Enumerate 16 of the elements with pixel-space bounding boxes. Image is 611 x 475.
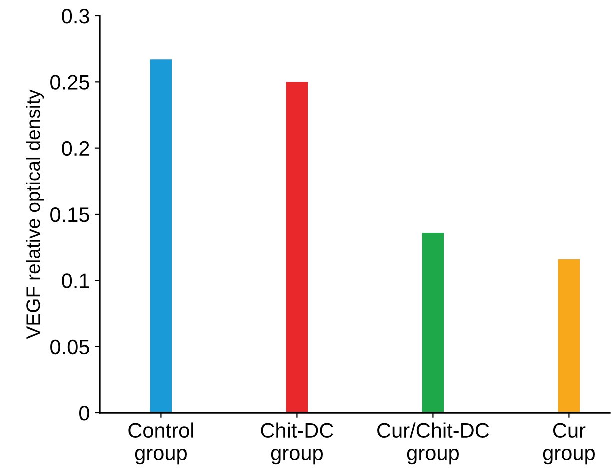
y-tick-label: 0.15 (50, 208, 90, 222)
x-tick-label: Cur group (543, 423, 595, 465)
y-tick-label: 0.3 (62, 9, 90, 24)
bar (286, 82, 308, 413)
y-tick-label: 0.25 (50, 75, 90, 90)
y-tick-label: 0.1 (62, 274, 90, 288)
x-tick-label: Control group (128, 422, 194, 465)
bar (422, 233, 444, 413)
y-tick-label: 0.2 (62, 141, 90, 156)
x-tick-label: Chit-DC group (261, 422, 334, 465)
y-axis-title: VEGF relative optical density (26, 90, 44, 340)
x-tick-label: Cur/Chit-DC group (378, 422, 490, 465)
y-tick-label: 0.05 (50, 340, 90, 355)
bar (150, 60, 172, 413)
bar (558, 259, 580, 413)
y-tick-label: 0 (80, 406, 90, 421)
